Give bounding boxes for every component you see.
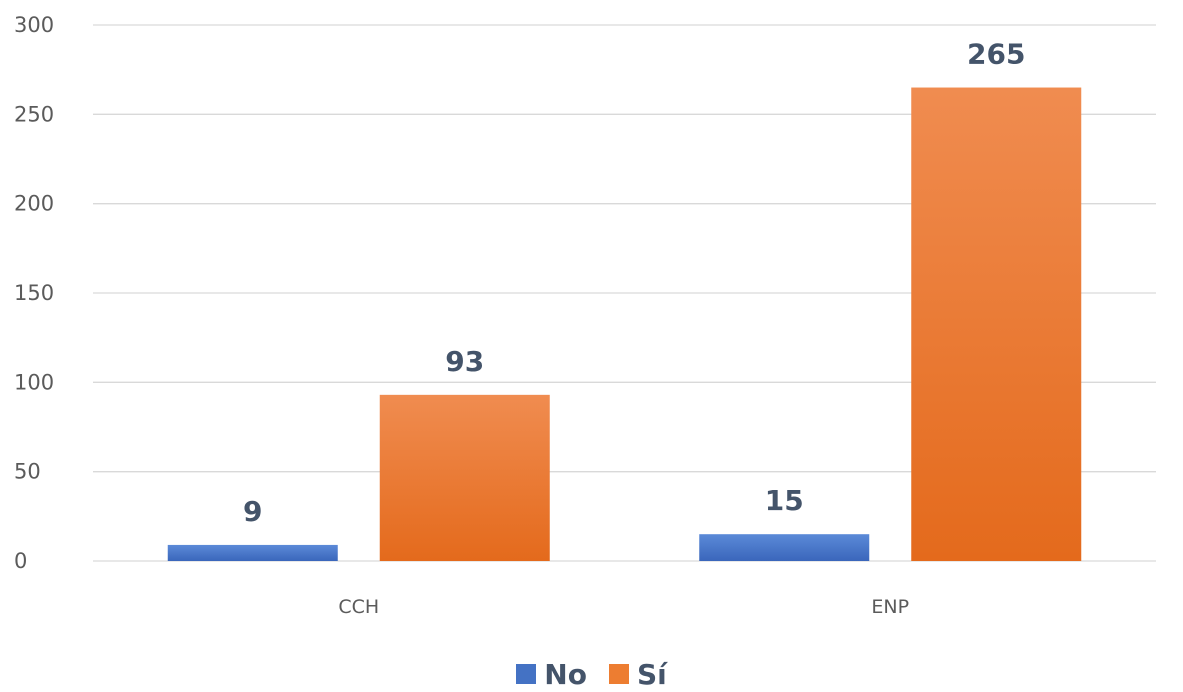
y-tick-label-300: 300 <box>14 13 54 37</box>
bar-chart: 0 50 100 150 200 250 300 9 93 15 265 CCH ENP <box>14 13 1156 618</box>
legend-item-si: Sí <box>608 657 667 691</box>
legend: No Sí <box>0 656 1183 692</box>
data-labels: 9 93 15 265 <box>243 38 1025 528</box>
data-label-cch-si: 93 <box>445 345 484 378</box>
gridlines <box>93 24 1156 562</box>
x-tick-label-enp: ENP <box>871 596 909 618</box>
bar-enp-si <box>911 87 1082 562</box>
y-tick-label-250: 250 <box>14 102 54 126</box>
bar-cch-no <box>167 544 338 561</box>
y-tick-label-50: 50 <box>14 460 41 484</box>
data-label-enp-no: 15 <box>765 484 804 517</box>
bar-cch-si <box>379 394 550 561</box>
y-tick-label-100: 100 <box>14 370 54 394</box>
data-label-enp-si: 265 <box>967 38 1025 71</box>
y-tick-label-200: 200 <box>14 192 54 216</box>
y-axis-ticks: 0 50 100 150 200 250 300 <box>14 13 54 573</box>
legend-item-no: No <box>516 658 587 691</box>
legend-label-si: Sí <box>636 657 667 691</box>
legend-swatch-si <box>608 664 629 684</box>
bar-enp-no <box>699 534 870 561</box>
legend-label-no: No <box>544 657 587 691</box>
data-label-cch-no: 9 <box>243 495 262 528</box>
y-tick-label-0: 0 <box>14 549 27 573</box>
x-axis-ticks: CCH ENP <box>338 596 909 618</box>
legend-swatch-no <box>516 664 537 684</box>
x-tick-label-cch: CCH <box>338 596 379 618</box>
y-tick-label-150: 150 <box>14 281 54 305</box>
bars <box>167 87 1082 562</box>
